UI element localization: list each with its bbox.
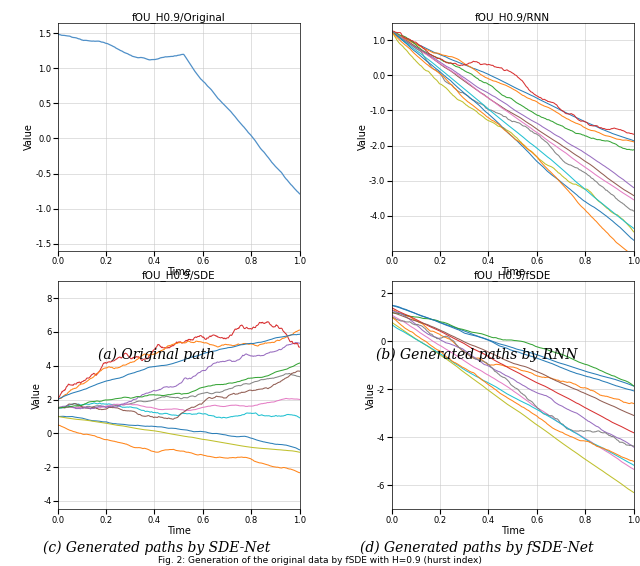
Title: fOU_H0.9/SDE: fOU_H0.9/SDE — [142, 271, 216, 281]
Title: fOU_H0.9/RNN: fOU_H0.9/RNN — [475, 12, 550, 23]
X-axis label: Time: Time — [500, 268, 525, 277]
Y-axis label: Value: Value — [365, 382, 376, 409]
Text: (b) Generated paths by RNN: (b) Generated paths by RNN — [376, 348, 577, 362]
Y-axis label: Value: Value — [24, 123, 34, 150]
X-axis label: Time: Time — [166, 526, 191, 536]
X-axis label: Time: Time — [500, 526, 525, 536]
Y-axis label: Value: Value — [358, 123, 368, 150]
Text: (c) Generated paths by SDE-Net: (c) Generated paths by SDE-Net — [43, 541, 271, 555]
Title: fOU_H0.9/Original: fOU_H0.9/Original — [132, 12, 225, 23]
Y-axis label: Value: Value — [32, 382, 42, 409]
X-axis label: Time: Time — [166, 268, 191, 277]
Title: fOU_H0.9/fSDE: fOU_H0.9/fSDE — [474, 271, 551, 281]
Text: (a) Original path: (a) Original path — [99, 348, 215, 362]
Text: Fig. 2: Generation of the original data by fSDE with H=0.9 (hurst index): Fig. 2: Generation of the original data … — [158, 556, 482, 565]
Text: (d) Generated paths by fSDE-Net: (d) Generated paths by fSDE-Net — [360, 541, 594, 555]
